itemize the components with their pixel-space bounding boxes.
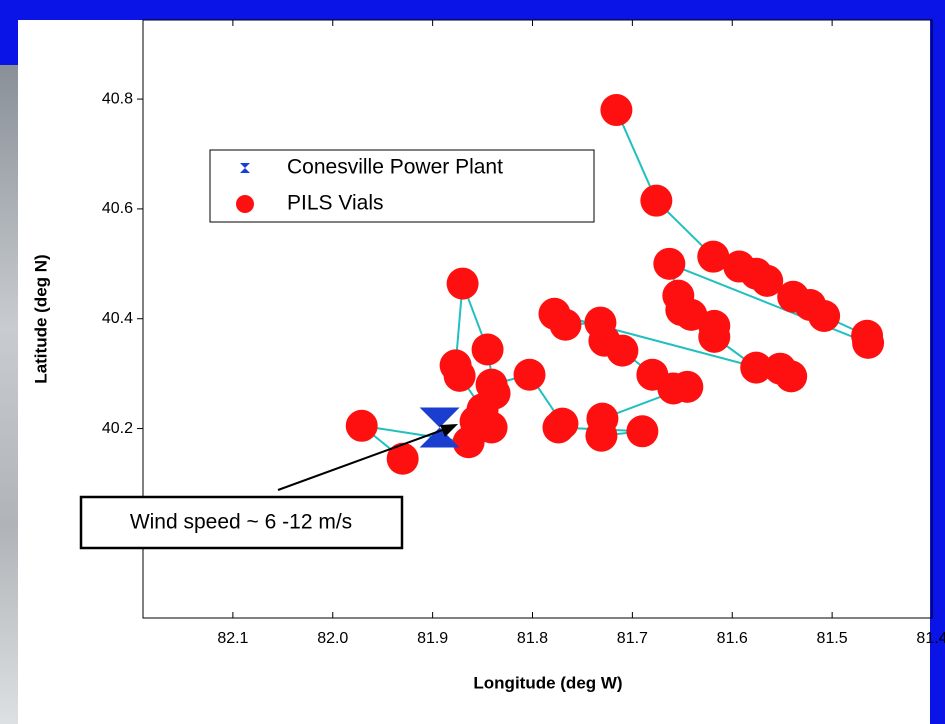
vial-marker xyxy=(475,411,508,444)
vial-marker xyxy=(698,320,731,353)
x-tick-label: 82.0 xyxy=(317,630,348,647)
vial-marker xyxy=(446,267,479,300)
y-tick-label: 40.6 xyxy=(102,200,133,217)
x-axis-label: Longitude (deg W) xyxy=(473,673,622,692)
legend-marker xyxy=(236,195,254,213)
legend-box xyxy=(209,149,595,223)
vial-marker xyxy=(751,264,784,297)
annotation-text: Wind speed ~ 6 -12 m/s xyxy=(130,511,352,534)
vial-marker xyxy=(386,442,419,475)
x-tick-label: 81.7 xyxy=(617,630,648,647)
vial-marker xyxy=(697,240,730,273)
vial-marker xyxy=(443,359,476,392)
y-tick-label: 40.2 xyxy=(102,420,133,437)
vial-marker xyxy=(808,299,841,332)
x-tick-label: 81.8 xyxy=(517,630,548,647)
x-tick-label: 81.6 xyxy=(717,630,748,647)
vial-marker xyxy=(471,333,504,366)
vial-marker xyxy=(345,409,378,442)
x-tick-label: 81.9 xyxy=(417,630,448,647)
vial-marker xyxy=(852,326,885,359)
legend-label: Conesville Power Plant xyxy=(287,156,503,179)
vial-marker xyxy=(626,415,659,448)
vial-marker xyxy=(671,370,704,403)
x-tick-label: 81.4 xyxy=(916,630,945,647)
annotation-box xyxy=(79,495,404,550)
y-tick-label: 40.8 xyxy=(102,90,133,107)
vial-marker xyxy=(600,94,633,127)
bowtie-marker xyxy=(419,407,460,448)
x-tick-label: 81.5 xyxy=(817,630,848,647)
legend-label: PILS Vials xyxy=(287,192,384,215)
legend-marker xyxy=(240,163,250,173)
vial-marker xyxy=(740,351,773,384)
vial-marker xyxy=(640,184,673,217)
vial-marker xyxy=(653,247,686,280)
vial-marker xyxy=(775,360,808,393)
y-tick-label: 40.4 xyxy=(102,310,133,327)
vial-marker xyxy=(452,426,485,459)
y-axis-label: Latitude (deg N) xyxy=(31,254,50,383)
annotation-arrow xyxy=(277,427,449,491)
vial-marker xyxy=(546,407,579,440)
x-tick-label: 82.1 xyxy=(217,630,248,647)
background-photo xyxy=(0,65,18,724)
vial-marker xyxy=(606,334,639,367)
vial-marker xyxy=(513,358,546,391)
annotation-arrowhead xyxy=(440,424,458,437)
vial-marker xyxy=(549,308,582,341)
vial-marker xyxy=(585,419,618,452)
